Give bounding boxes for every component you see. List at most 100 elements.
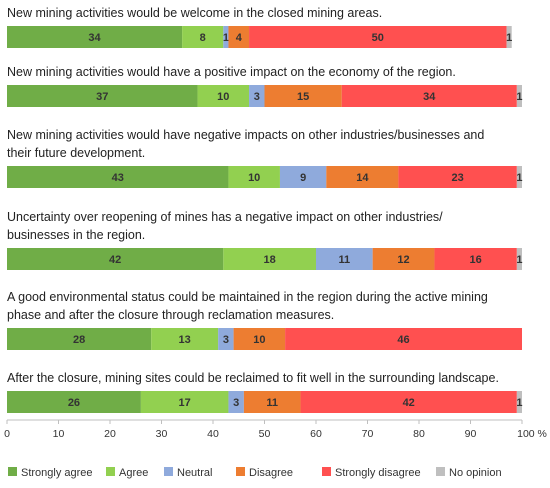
bar-segment [140,391,229,413]
x-tick-label: 20 [104,428,116,440]
x-tick-label: 10 [53,428,65,440]
x-tick-label: 50 [259,428,271,440]
data-label: 34 [88,32,101,44]
bar-segment [7,85,198,107]
bar-segment [285,328,522,350]
bar-segment [7,391,141,413]
data-label: 1 [516,91,522,103]
bar-segment [249,85,265,107]
statement-label: A good environmental status could be mai… [7,290,488,304]
bar-segment [233,328,286,350]
data-label: 9 [300,172,306,184]
legend-swatch [322,467,331,476]
bar-segment [300,391,517,413]
data-label: 42 [109,254,121,266]
statement-label: New mining activities would have negativ… [7,128,484,142]
data-label: 26 [68,397,80,409]
statement-label: their future development. [7,146,145,160]
data-label: 37 [96,91,108,103]
bar-segment [326,166,399,188]
data-label: 10 [253,334,265,346]
bar-segment [151,328,219,350]
bar-segment [316,248,373,270]
statement-label: New mining activities would have a posit… [7,65,456,79]
data-label: 10 [248,172,260,184]
data-label: 17 [179,397,191,409]
data-label: 18 [264,254,276,266]
legend-label: Disagree [249,467,293,479]
bar-segment [249,26,507,48]
data-label: 3 [223,334,229,346]
bar-segment [7,328,152,350]
bar-segment [516,391,522,413]
statement-label: phase and after the closure through recl… [7,308,334,322]
legend-swatch [436,467,445,476]
data-label: 1 [516,254,522,266]
data-label: 34 [423,91,436,103]
legend-label: Neutral [177,467,212,479]
data-label: 10 [217,91,229,103]
data-label: 42 [403,397,415,409]
bar-segment [243,391,301,413]
bar-segment [7,248,224,270]
data-label: 11 [266,397,278,409]
data-label: 12 [397,254,409,266]
bar-segment [264,85,342,107]
bar-segment [197,85,250,107]
data-label: 1 [506,32,512,44]
legend-swatch [164,467,173,476]
bar-segment [279,166,327,188]
x-tick-label: 30 [156,428,168,440]
legend-swatch [106,467,115,476]
x-tick-label: 70 [362,428,374,440]
bar-segment [228,166,280,188]
data-label: 1 [516,172,522,184]
x-tick-label: 0 [4,428,10,440]
bar-segment [218,328,234,350]
data-label: 4 [236,32,243,44]
bar-segment [7,26,183,48]
statement-label: Uncertainty over reopening of mines has … [7,210,443,224]
data-label: 50 [372,32,384,44]
bar-segment [223,248,316,270]
statement-label: New mining activities would be welcome i… [7,6,382,20]
statement-label: businesses in the region. [7,228,145,242]
data-label: 28 [73,334,85,346]
data-label: 14 [356,172,369,184]
bar-segment [398,166,517,188]
bar-segment [182,26,224,48]
legend-label: Agree [119,467,148,479]
bar-segment [516,85,522,107]
x-tick-label: 60 [310,428,322,440]
bar-segment [228,26,250,48]
bar-segment [228,391,244,413]
legend-label: Strongly disagree [335,467,421,479]
bar-segment [516,248,522,270]
legend-label: No opinion [449,467,502,479]
legend-label: Strongly agree [21,467,93,479]
data-label: 46 [397,334,409,346]
legend-swatch [8,467,17,476]
data-label: 16 [470,254,482,266]
bar-segment [434,248,517,270]
bar-segment [7,166,229,188]
bar-segment [341,85,517,107]
data-label: 13 [179,334,191,346]
x-tick-label: 100 % [517,428,547,440]
data-label: 43 [112,172,124,184]
legend-swatch [236,467,245,476]
bar-segment [506,26,512,48]
data-label: 1 [516,397,522,409]
x-tick-label: 40 [207,428,219,440]
data-label: 15 [297,91,309,103]
data-label: 3 [254,91,260,103]
data-label: 8 [200,32,206,44]
data-label: 11 [339,254,351,266]
bar-segment [372,248,435,270]
x-tick-label: 80 [413,428,425,440]
data-label: 1 [223,32,229,44]
data-label: 23 [452,172,464,184]
x-tick-label: 90 [465,428,477,440]
bar-segment [223,26,229,48]
